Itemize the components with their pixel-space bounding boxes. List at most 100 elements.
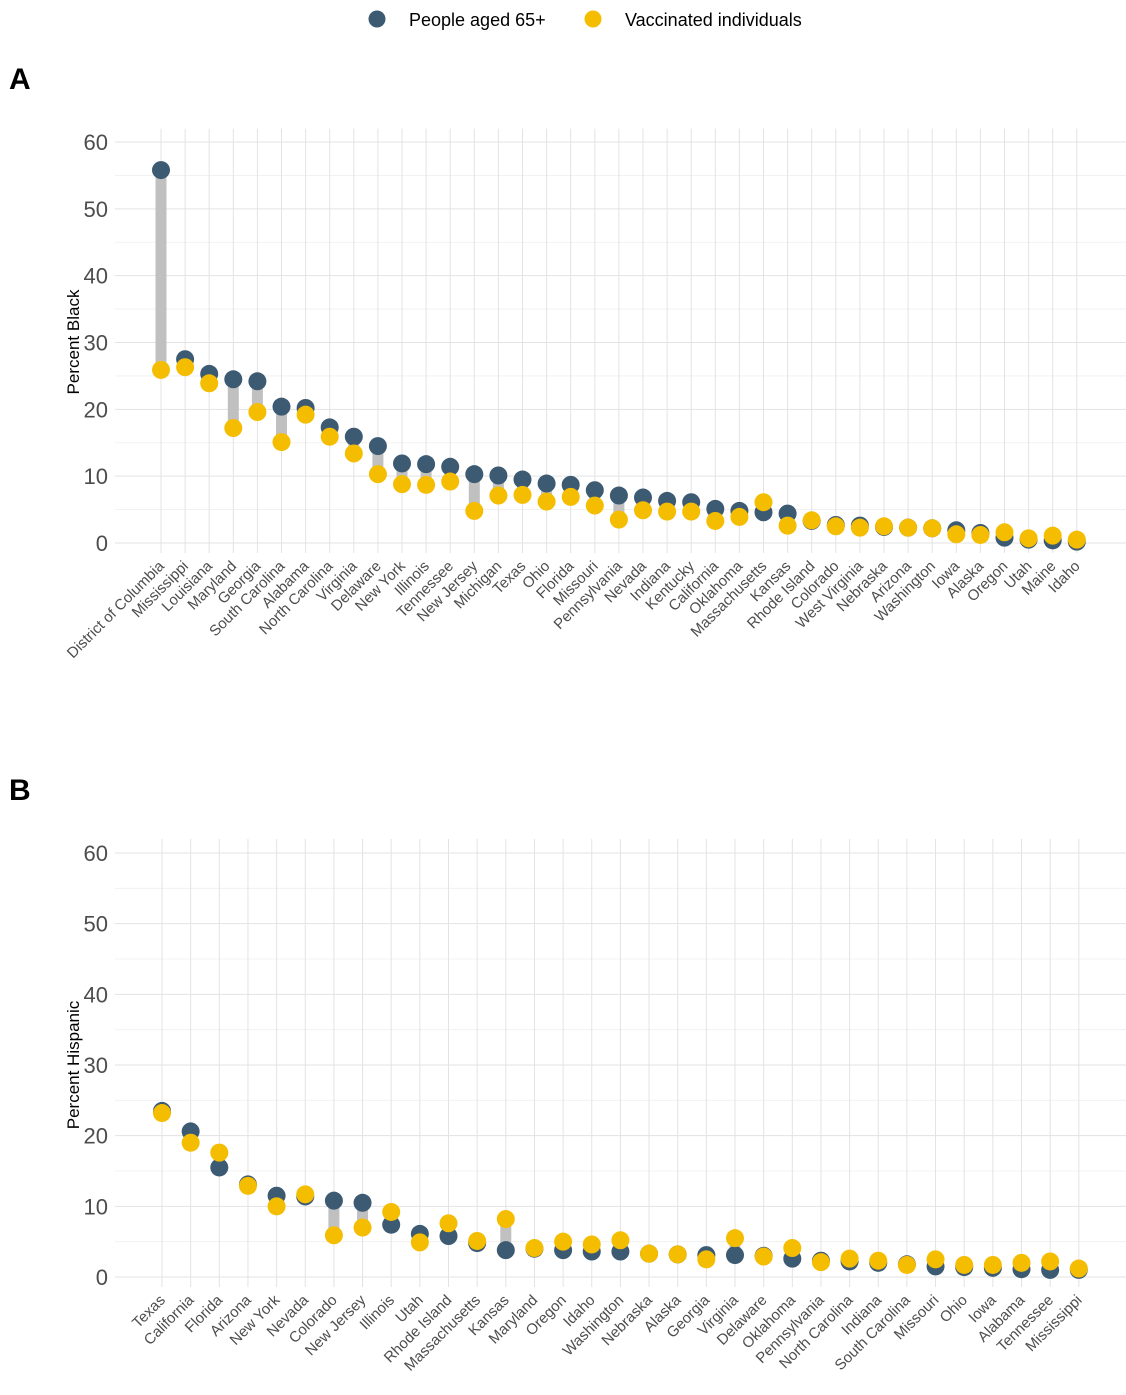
panel-a-point-vaccinated <box>658 502 677 521</box>
panel-a-point-vaccinated <box>971 525 990 544</box>
panel-b-grid <box>115 838 1126 1287</box>
panel-b-point-vaccinated <box>840 1249 859 1268</box>
panel-b-point-vaccinated <box>410 1233 429 1252</box>
panel-b-point-vaccinated <box>382 1202 401 1221</box>
panel-b-label: B <box>9 774 31 807</box>
panel-b-y-tick-label: 50 <box>84 912 108 937</box>
panel-b-point-vaccinated <box>955 1255 974 1274</box>
panel-a-y-tick-label: 50 <box>84 197 108 222</box>
panel-b-point-65plus <box>382 1215 401 1234</box>
panel-a-point-vaccinated <box>682 502 701 521</box>
panel-a-point-65plus <box>344 427 363 446</box>
panel-a-point-vaccinated <box>1019 529 1038 548</box>
panel-b-y-tick-label: 20 <box>84 1124 108 1149</box>
panel-b-point-vaccinated <box>697 1250 716 1269</box>
panel-a-chart: A Percent Black 0 10 20 30 40 50 60 District of… <box>9 63 1126 662</box>
panel-b-y-tick-label: 40 <box>84 982 108 1007</box>
panel-a-point-65plus <box>609 486 628 505</box>
panel-a-point-65plus <box>224 370 243 389</box>
panel-a-point-vaccinated <box>730 507 749 526</box>
panel-b-point-vaccinated <box>238 1176 257 1195</box>
panel-a-point-vaccinated <box>513 485 532 504</box>
panel-b-point-vaccinated <box>525 1239 544 1258</box>
panel-b-point-vaccinated <box>324 1226 343 1245</box>
legend: People aged 65+ Vaccinated individuals <box>368 10 802 30</box>
panel-a-point-vaccinated <box>344 444 363 463</box>
panel-a-point-vaccinated <box>754 493 773 512</box>
panel-a-y-axis-title: Percent Black <box>64 289 83 394</box>
panel-a-point-65plus <box>537 474 556 493</box>
legend-marker-65plus <box>368 10 386 28</box>
panel-b-point-vaccinated <box>181 1133 200 1152</box>
panel-b-point-vaccinated <box>1012 1253 1031 1272</box>
panel-b-point-vaccinated <box>726 1229 744 1248</box>
panel-a-point-vaccinated <box>489 486 508 505</box>
panel-b-y-tick-label: 0 <box>96 1265 108 1290</box>
panel-a-point-vaccinated <box>224 419 243 438</box>
panel-a-point-65plus <box>248 372 267 391</box>
legend-marker-vaccinated <box>584 10 602 28</box>
panel-b-point-65plus <box>324 1191 343 1210</box>
panel-a-y-tick-label: 10 <box>84 464 108 489</box>
panel-a-point-vaccinated <box>826 517 845 536</box>
panel-b-point-vaccinated <box>296 1185 315 1204</box>
panel-b-point-vaccinated <box>353 1218 372 1237</box>
panel-a-point-65plus <box>272 397 291 416</box>
panel-b-point-vaccinated <box>754 1247 773 1266</box>
panel-b-point-vaccinated <box>983 1255 1002 1274</box>
panel-a-point-65plus <box>368 437 387 456</box>
panel-a-y-tick-label: 30 <box>84 331 108 356</box>
panel-a-label: A <box>9 63 31 96</box>
panel-a-y-tick-label: 20 <box>84 397 108 422</box>
panel-a-x-tick-label: District of Columbia <box>64 557 168 661</box>
panel-a-point-vaccinated <box>176 358 195 377</box>
panel-b-point-vaccinated <box>267 1197 286 1216</box>
panel-b-point-vaccinated <box>869 1251 888 1270</box>
panel-a-point-vaccinated <box>537 492 556 511</box>
panel-a-point-65plus <box>152 161 170 180</box>
legend-label-vaccinated: Vaccinated individuals <box>625 10 802 30</box>
panel-a-point-65plus <box>634 488 652 507</box>
panel-a-point-vaccinated <box>441 472 460 491</box>
panel-a-point-vaccinated <box>899 518 918 537</box>
panel-a-point-vaccinated <box>585 496 604 515</box>
panel-b-point-vaccinated <box>897 1255 916 1274</box>
panel-a-point-vaccinated <box>152 360 170 379</box>
panel-b-point-vaccinated <box>439 1214 458 1233</box>
panel-b-point-vaccinated <box>926 1250 945 1269</box>
panel-a-y-tick-label: 60 <box>84 130 108 155</box>
panel-a-point-vaccinated <box>561 487 580 506</box>
panel-a-point-65plus <box>393 454 411 473</box>
panel-a-point-vaccinated <box>706 511 725 530</box>
panel-a-point-vaccinated <box>875 517 893 536</box>
panel-b-x-tick-label: Ohio <box>937 1292 971 1326</box>
panel-a-point-vaccinated <box>200 374 219 393</box>
panel-a-y-tick-label: 0 <box>96 531 108 556</box>
panel-b-point-65plus <box>439 1227 458 1246</box>
panel-a-y-tick-label: 40 <box>84 264 108 289</box>
panel-a-point-vaccinated <box>802 511 821 530</box>
panel-b-point-65plus <box>353 1193 372 1212</box>
panel-a-point-vaccinated <box>609 510 628 529</box>
panel-a-point-vaccinated <box>850 518 869 537</box>
panel-a-point-vaccinated <box>320 427 339 446</box>
panel-b-point-vaccinated <box>1069 1259 1088 1278</box>
panel-a-point-vaccinated <box>465 501 484 520</box>
legend-label-65plus: People aged 65+ <box>409 10 546 30</box>
panel-b-point-vaccinated <box>468 1231 487 1250</box>
panel-a-point-vaccinated <box>248 403 267 422</box>
panel-a-point-vaccinated <box>296 405 315 424</box>
panel-b-point-vaccinated <box>668 1245 687 1264</box>
panel-a-point-65plus <box>465 465 484 484</box>
panel-b-point-65plus <box>496 1241 515 1260</box>
panel-b-point-65plus <box>210 1158 229 1177</box>
panel-b-point-vaccinated <box>783 1239 802 1258</box>
panel-b-point-vaccinated <box>496 1210 515 1229</box>
panel-a-point-vaccinated <box>272 433 291 452</box>
panel-b-y-tick-label: 10 <box>84 1194 108 1219</box>
panel-a-point-vaccinated <box>1067 530 1086 549</box>
panel-b-point-65plus <box>726 1246 744 1265</box>
panel-a-point-vaccinated <box>778 516 797 535</box>
panel-b-point-vaccinated <box>153 1104 171 1123</box>
panel-a-point-vaccinated <box>368 465 387 484</box>
